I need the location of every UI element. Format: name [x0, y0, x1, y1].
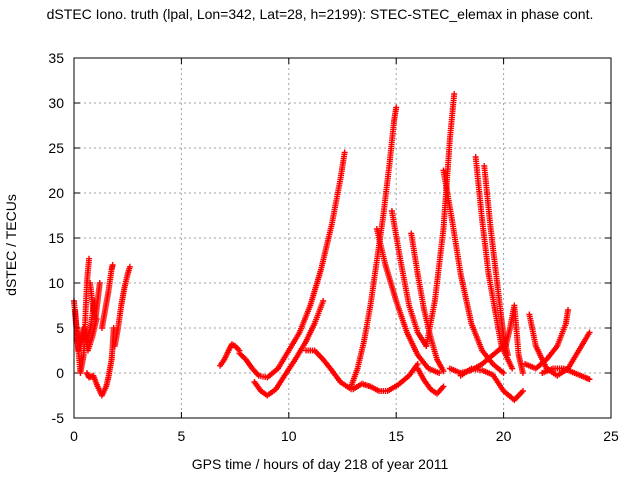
data-series-arc — [414, 365, 447, 397]
data-point — [500, 370, 507, 376]
data-point — [504, 352, 511, 358]
data-series-arc — [440, 167, 507, 376]
data-series-arc — [388, 208, 430, 349]
data-series-arc — [350, 361, 421, 394]
plot-frame — [73, 57, 612, 419]
data-series-arc — [423, 91, 458, 349]
data-point — [451, 91, 458, 97]
data-series-arc — [373, 226, 443, 376]
data-series-arc — [236, 149, 348, 381]
data-series-arc — [522, 307, 572, 372]
y-tick-label: -5 — [52, 410, 65, 426]
y-tick-label: 10 — [48, 275, 64, 291]
data-series-arc — [348, 104, 400, 390]
data-point — [440, 383, 447, 390]
y-tick-label: 35 — [48, 50, 64, 66]
data-point — [586, 376, 593, 383]
y-tick-label: 20 — [48, 185, 64, 201]
data-point — [126, 263, 133, 270]
data-point — [440, 368, 447, 375]
x-tick-label: 5 — [178, 428, 186, 444]
y-tick-label: 5 — [56, 320, 64, 336]
data-point — [565, 307, 572, 313]
data-point — [320, 298, 327, 304]
chart-title: dSTEC Iono. truth (lpal, Lon=342, Lat=28… — [46, 6, 594, 22]
data-point — [436, 370, 443, 376]
data-point — [96, 280, 103, 286]
x-tick-label: 10 — [281, 428, 297, 444]
x-tick-label: 15 — [388, 428, 404, 444]
data-point — [393, 104, 400, 111]
y-tick-label: 30 — [48, 95, 64, 111]
data-series-arc — [98, 262, 116, 331]
data-series-arc — [111, 263, 133, 349]
data-point — [86, 255, 93, 262]
data-series-arc — [481, 163, 511, 358]
data-point — [341, 149, 348, 156]
x-axis-label: GPS time / hours of day 218 of year 2011 — [191, 456, 449, 472]
axis-ticks: 0 5 10 15 20 25 -5 0 5 10 15 20 25 30 35 — [48, 50, 619, 444]
data-point — [109, 262, 116, 268]
y-tick-label: 15 — [48, 230, 64, 246]
y-tick-label: 25 — [48, 140, 64, 156]
data-series-arc — [251, 298, 327, 399]
x-tick-label: 0 — [70, 428, 78, 444]
data-point — [519, 388, 526, 394]
data-point — [509, 365, 516, 372]
x-tick-label: 25 — [603, 428, 619, 444]
data-point — [586, 329, 593, 336]
y-tick-label: 0 — [56, 365, 64, 381]
x-tick-label: 20 — [496, 428, 512, 444]
data-series-arc — [502, 302, 526, 376]
data-point — [500, 343, 507, 349]
data-series-arc — [302, 347, 355, 393]
data-series-arc — [217, 341, 243, 369]
data-point — [519, 370, 526, 376]
data-series-arc — [539, 365, 593, 383]
data-points — [71, 91, 593, 403]
y-axis-label: dSTEC / TECUs — [3, 194, 19, 296]
data-series-arc — [446, 343, 507, 376]
data-series-arc — [87, 280, 103, 322]
